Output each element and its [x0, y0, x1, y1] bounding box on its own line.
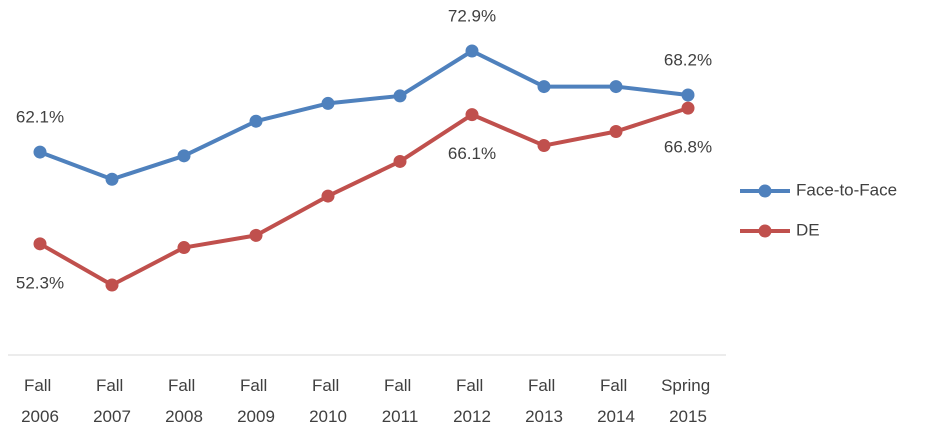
legend-marker	[758, 224, 772, 238]
data-point	[393, 89, 407, 103]
data-point	[177, 149, 191, 163]
data-point	[537, 80, 551, 94]
data-point	[105, 172, 119, 186]
data-point	[465, 44, 479, 58]
series-line	[39, 106, 689, 287]
data-point	[33, 145, 47, 159]
legend-marker	[758, 184, 772, 198]
data-point	[609, 80, 623, 94]
data-point	[537, 139, 551, 153]
data-point	[609, 124, 623, 138]
x-tick-label: Spring 2015	[661, 376, 715, 426]
data-point	[105, 278, 119, 292]
series-line	[39, 49, 689, 182]
data-point	[177, 241, 191, 255]
x-tick-label: Fall 2014	[597, 376, 635, 426]
data-point	[33, 237, 47, 251]
legend-label: DE	[796, 220, 820, 239]
data-label: 72.9%	[448, 6, 496, 25]
legend-label: Face-to-Face	[796, 180, 897, 199]
data-point	[681, 101, 695, 115]
data-point	[249, 114, 263, 128]
data-point	[249, 228, 263, 242]
x-tick-label: Fall 2008	[165, 376, 203, 426]
x-tick-label: Fall 2012	[453, 376, 491, 426]
data-label: 62.1%	[16, 108, 64, 127]
data-label: 66.1%	[448, 144, 496, 163]
data-label: 66.8%	[664, 138, 712, 157]
data-point	[465, 108, 479, 122]
data-label: 68.2%	[664, 50, 712, 69]
data-point	[681, 88, 695, 102]
x-tick-label: Fall 2013	[525, 376, 563, 426]
data-label: 52.3%	[16, 273, 64, 292]
x-tick-label: Fall 2006	[21, 376, 59, 426]
x-tick-label: Fall 2011	[382, 376, 419, 426]
x-tick-label: Fall 2007	[93, 376, 131, 426]
data-point	[393, 154, 407, 168]
data-point	[321, 189, 335, 203]
x-tick-label: Fall 2010	[309, 376, 347, 426]
x-tick-label: Fall 2009	[237, 376, 275, 426]
data-point	[321, 96, 335, 110]
